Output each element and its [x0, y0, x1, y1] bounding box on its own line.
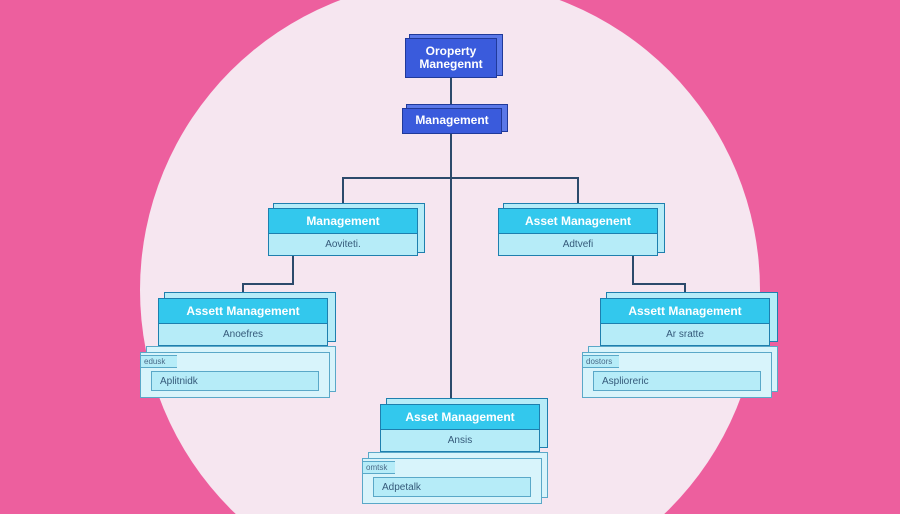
node-right-leaf-panel-row-label: Asplioreric	[602, 376, 649, 387]
node-right-mid-header: Asset Managenent	[498, 208, 658, 234]
node-root: Oroperty Manegennt	[405, 38, 497, 78]
node-left-leaf-sub1-label: Anoefres	[223, 329, 263, 340]
node-bottom-leaf-tab-label: omtsk	[366, 463, 387, 472]
node-right-leaf-tab-label: dostors	[586, 357, 612, 366]
node-right-mid: Asset Managenent Adtvefi	[498, 208, 658, 256]
diagram-canvas: Oroperty Manegennt Management Management…	[0, 0, 900, 514]
node-right-leaf-panel: dostors Asplioreric	[582, 352, 772, 398]
node-bottom-leaf-panel-row-label: Adpetalk	[382, 482, 421, 493]
node-right-mid-sub-label: Adtvefi	[563, 239, 594, 250]
node-left-leaf-panel-row-label: Aplitnidk	[160, 376, 198, 387]
node-left-leaf-header: Assett Management	[158, 298, 328, 324]
node-left-mid-sub: Aoviteti.	[268, 234, 418, 256]
node-right-leaf-tab: dostors	[583, 355, 619, 368]
node-right-mid-sub: Adtvefi	[498, 234, 658, 256]
node-root-label: Oroperty Manegennt	[410, 45, 492, 71]
node-right-leaf-panel-row: Asplioreric	[593, 371, 761, 391]
node-right-leaf: Assett Management Ar sratte dostors Aspl…	[600, 298, 770, 346]
node-right-leaf-header-label: Assett Management	[628, 304, 741, 318]
node-left-mid-header: Management	[268, 208, 418, 234]
node-bottom-leaf-tab: omtsk	[363, 461, 395, 474]
node-bottom-leaf-header: Asset Management	[380, 404, 540, 430]
node-root-box: Oroperty Manegennt	[405, 38, 497, 78]
node-left-leaf-sub1: Anoefres	[158, 324, 328, 346]
node-left-leaf-panel-row: Aplitnidk	[151, 371, 319, 391]
node-mgmt-label: Management	[415, 114, 488, 127]
node-left-leaf-tab-label: edusk	[144, 357, 165, 366]
node-right-leaf-header: Assett Management	[600, 298, 770, 324]
node-bottom-leaf-panel: omtsk Adpetalk	[362, 458, 542, 504]
node-left-leaf: Assett Management Anoefres edusk Aplitni…	[158, 298, 328, 346]
node-right-mid-header-label: Asset Managenent	[525, 214, 631, 228]
node-left-mid-sub-label: Aoviteti.	[325, 239, 361, 250]
node-left-leaf-tab: edusk	[141, 355, 177, 368]
node-left-leaf-panel: edusk Aplitnidk	[140, 352, 330, 398]
node-bottom-leaf: Asset Management Ansis omtsk Adpetalk	[380, 404, 540, 452]
node-mgmt-box: Management	[402, 108, 502, 134]
node-bottom-leaf-sub1-label: Ansis	[448, 435, 472, 446]
node-left-mid: Management Aoviteti.	[268, 208, 418, 256]
node-bottom-leaf-header-label: Asset Management	[405, 410, 514, 424]
node-bottom-leaf-sub1: Ansis	[380, 430, 540, 452]
node-left-mid-header-label: Management	[306, 214, 379, 228]
node-bottom-leaf-panel-row: Adpetalk	[373, 477, 531, 497]
node-right-leaf-sub1-label: Ar sratte	[666, 329, 704, 340]
node-right-leaf-sub1: Ar sratte	[600, 324, 770, 346]
node-left-leaf-header-label: Assett Management	[186, 304, 299, 318]
node-mgmt: Management	[402, 108, 502, 134]
